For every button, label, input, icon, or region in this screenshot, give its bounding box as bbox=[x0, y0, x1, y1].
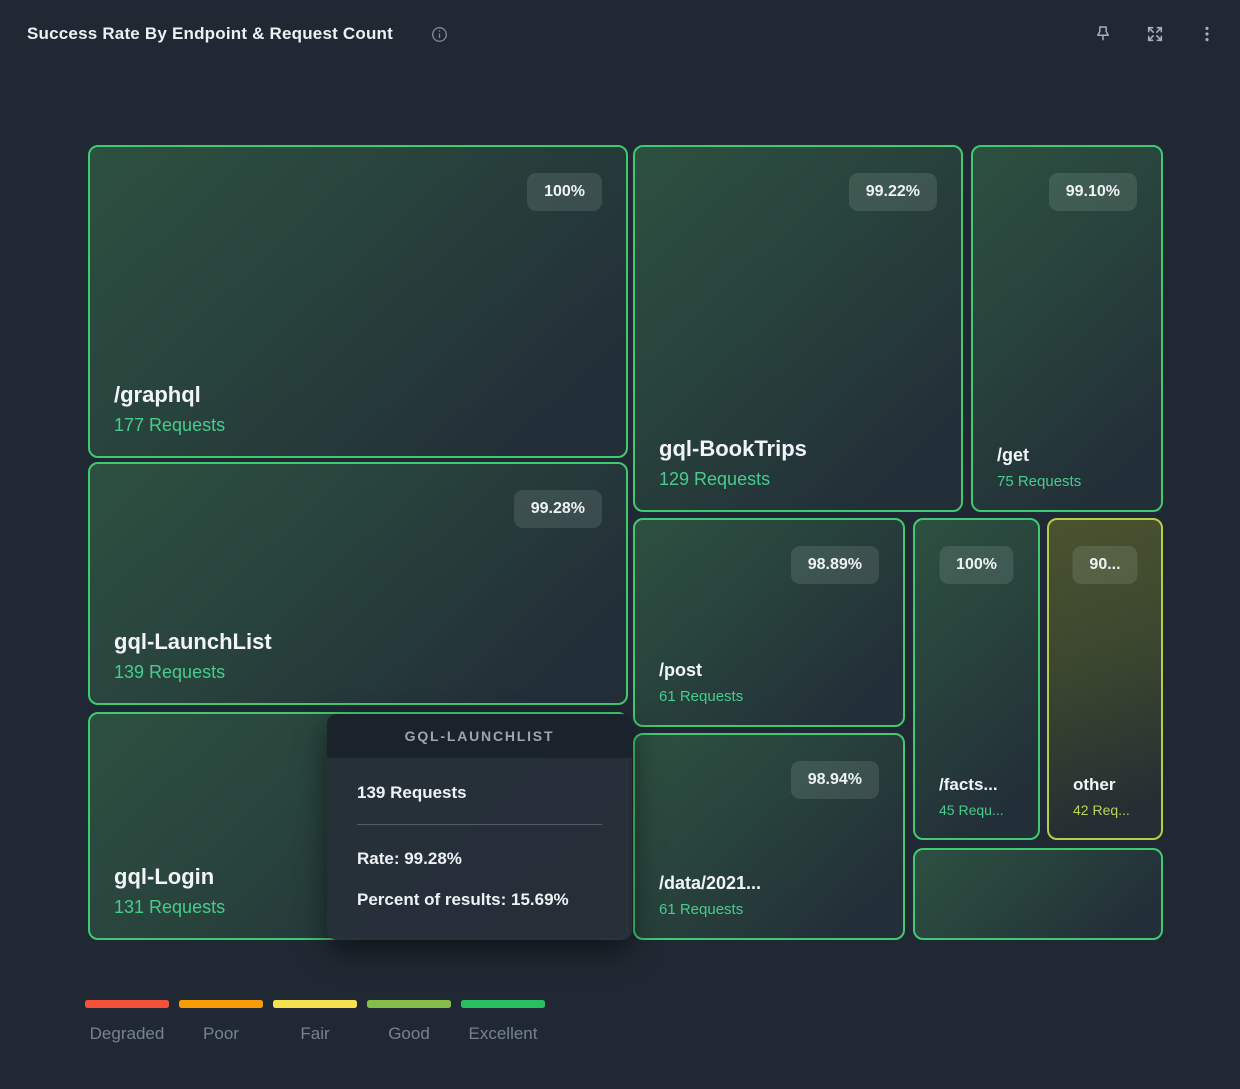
chart-legend: Degraded Poor Fair Good Excellent bbox=[85, 1000, 545, 1044]
treemap-cell[interactable]: 99.10% /get 75 Requests bbox=[971, 145, 1163, 512]
success-rate-badge: 90... bbox=[1072, 546, 1138, 584]
treemap-cell[interactable]: 100% /graphql 177 Requests bbox=[88, 145, 628, 458]
cell-endpoint-label: /graphql bbox=[114, 382, 201, 407]
info-icon[interactable] bbox=[430, 25, 448, 43]
legend-swatch bbox=[273, 1000, 357, 1008]
legend-label: Poor bbox=[203, 1024, 239, 1043]
success-rate-badge: 99.10% bbox=[1048, 173, 1137, 211]
tooltip-percent-of-results: Percent of results: 15.69% bbox=[357, 890, 569, 909]
panel-header: Success Rate By Endpoint & Request Count bbox=[0, 0, 1240, 68]
cell-labels: /facts... 45 Requ... bbox=[939, 775, 1026, 818]
cell-request-count: 61 Requests bbox=[659, 901, 744, 918]
legend-item[interactable]: Excellent bbox=[461, 1000, 545, 1044]
cell-endpoint-label: gql-BookTrips bbox=[659, 436, 807, 461]
cell-request-count: 45 Requ... bbox=[939, 802, 1004, 818]
legend-item[interactable]: Degraded bbox=[85, 1000, 169, 1044]
cell-labels: /post 61 Requests bbox=[659, 660, 891, 705]
panel-toolbar bbox=[1094, 25, 1216, 43]
success-rate-badge: 98.89% bbox=[790, 546, 879, 584]
legend-label: Fair bbox=[300, 1024, 330, 1043]
chart-tooltip: GQL-LAUNCHLIST 139 Requests Rate: 99.28%… bbox=[327, 714, 632, 940]
legend-label: Degraded bbox=[89, 1024, 165, 1043]
legend-label: Excellent bbox=[468, 1024, 538, 1043]
cell-endpoint-label: /post bbox=[659, 660, 702, 680]
cell-endpoint-label: /get bbox=[997, 445, 1030, 465]
kebab-menu-icon[interactable] bbox=[1198, 25, 1216, 43]
cell-endpoint-label: other bbox=[1073, 775, 1116, 794]
success-rate-badge: 98.94% bbox=[790, 761, 879, 799]
treemap-cell[interactable]: 99.22% gql-BookTrips 129 Requests bbox=[633, 145, 963, 512]
success-rate-badge: 100% bbox=[527, 173, 602, 211]
cell-labels: /graphql 177 Requests bbox=[114, 382, 614, 436]
treemap-cell[interactable]: 98.89% /post 61 Requests bbox=[633, 518, 905, 727]
treemap-cell[interactable] bbox=[913, 848, 1163, 940]
treemap-cell[interactable]: 98.94% /data/2021... 61 Requests bbox=[633, 733, 905, 940]
cell-request-count: 131 Requests bbox=[114, 897, 226, 917]
tooltip-body: 139 Requests Rate: 99.28% Percent of res… bbox=[327, 758, 632, 940]
treemap-cell[interactable]: 100% /facts... 45 Requ... bbox=[913, 518, 1040, 840]
tooltip-rate: Rate: 99.28% bbox=[357, 849, 462, 868]
tooltip-title: GQL-LAUNCHLIST bbox=[327, 714, 632, 758]
cell-request-count: 139 Requests bbox=[114, 662, 226, 682]
tooltip-request-count: 139 Requests bbox=[357, 783, 467, 802]
success-rate-badge: 99.22% bbox=[848, 173, 937, 211]
treemap-cell[interactable]: 99.28% gql-LaunchList 139 Requests bbox=[88, 462, 628, 705]
legend-item[interactable]: Fair bbox=[273, 1000, 357, 1044]
treemap-cell[interactable]: 90... other 42 Req... bbox=[1047, 518, 1163, 840]
cell-request-count: 61 Requests bbox=[659, 688, 744, 705]
legend-swatch bbox=[461, 1000, 545, 1008]
page-title: Success Rate By Endpoint & Request Count bbox=[27, 24, 393, 43]
expand-icon[interactable] bbox=[1146, 25, 1164, 43]
legend-swatch bbox=[85, 1000, 169, 1008]
legend-swatch bbox=[179, 1000, 263, 1008]
cell-labels: /data/2021... 61 Requests bbox=[659, 873, 891, 918]
cell-request-count: 42 Req... bbox=[1073, 802, 1130, 818]
cell-labels: gql-BookTrips 129 Requests bbox=[659, 436, 949, 490]
cell-endpoint-label: gql-Login bbox=[114, 864, 215, 889]
legend-label: Good bbox=[388, 1024, 430, 1043]
legend-swatch bbox=[367, 1000, 451, 1008]
cell-endpoint-label: gql-LaunchList bbox=[114, 629, 272, 654]
cell-request-count: 75 Requests bbox=[997, 473, 1082, 490]
legend-item[interactable]: Good bbox=[367, 1000, 451, 1044]
cell-labels: gql-LaunchList 139 Requests bbox=[114, 629, 614, 683]
cell-labels: gql-Login 131 Requests bbox=[114, 864, 614, 918]
cell-request-count: 129 Requests bbox=[659, 469, 771, 489]
tooltip-divider bbox=[357, 824, 602, 825]
cell-labels: /get 75 Requests bbox=[997, 445, 1149, 490]
cell-request-count: 177 Requests bbox=[114, 415, 226, 435]
cell-endpoint-label: /data/2021... bbox=[659, 873, 762, 893]
success-rate-badge: 100% bbox=[939, 546, 1014, 584]
cell-labels: other 42 Req... bbox=[1073, 775, 1149, 818]
success-rate-badge: 99.28% bbox=[513, 490, 602, 528]
cell-endpoint-label: /facts... bbox=[939, 775, 998, 794]
legend-item[interactable]: Poor bbox=[179, 1000, 263, 1044]
pin-icon[interactable] bbox=[1094, 25, 1112, 43]
